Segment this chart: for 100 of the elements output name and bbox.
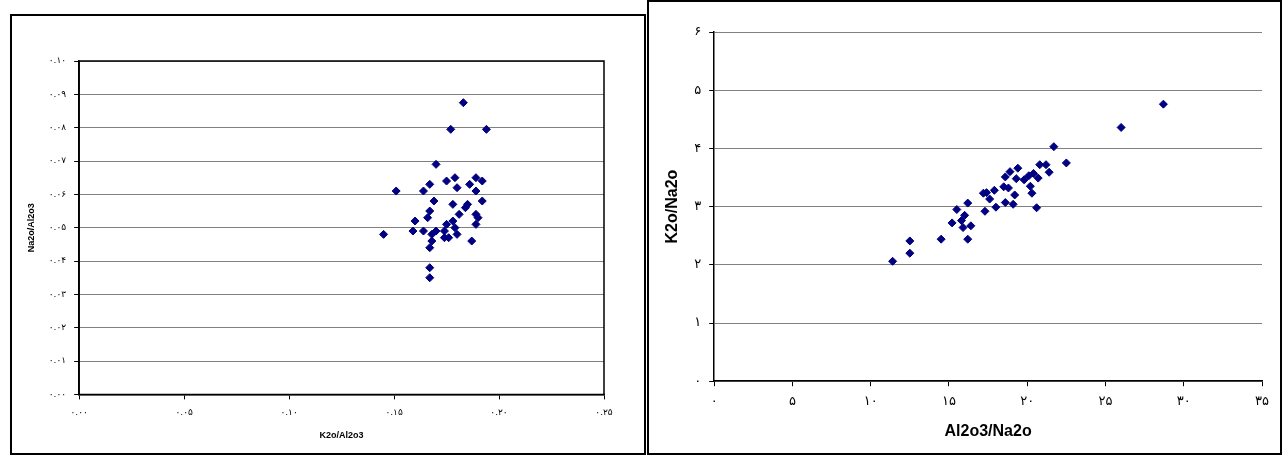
point: [439, 226, 449, 236]
x-tick-label: ۵: [788, 393, 796, 409]
point: [1027, 188, 1037, 198]
y-tick-label: ۰.۰۲: [48, 322, 67, 333]
point: [1000, 172, 1010, 182]
y-tick-label: ۰.۰۴: [48, 255, 67, 266]
x-tick-label: ۳۵: [1255, 393, 1269, 409]
x-tick-label: ۰.۰۵: [175, 407, 193, 418]
point: [448, 199, 458, 209]
x-tick-label: ۱۰: [863, 393, 878, 409]
point: [450, 223, 460, 233]
point: [888, 256, 898, 266]
point: [936, 234, 946, 244]
point: [966, 221, 976, 231]
point: [960, 210, 970, 220]
x-tick-label: ۰: [710, 393, 718, 409]
point: [425, 263, 435, 273]
point: [471, 173, 481, 183]
point: [425, 273, 435, 283]
x-tick-label: ۰.۲۰: [490, 407, 508, 418]
point: [427, 236, 437, 246]
point: [442, 176, 452, 186]
y-tick-label: ۶: [694, 23, 702, 39]
point: [905, 236, 915, 246]
point: [423, 213, 433, 223]
x-tick-label: ۰.۰۰: [70, 407, 88, 418]
point: [425, 179, 435, 189]
point: [446, 124, 456, 134]
x-tick-label: ۰.۲۵: [595, 407, 613, 418]
y-tick-label: ۰: [694, 372, 702, 388]
point: [425, 206, 435, 216]
point: [418, 226, 428, 236]
point: [1116, 122, 1126, 132]
x-tick-label: ۰.۱۰: [280, 407, 298, 418]
point: [1013, 163, 1023, 173]
point: [963, 198, 973, 208]
y-tick-label: ۰.۰۹: [48, 88, 67, 99]
x-tick-label: ۲۰: [1020, 393, 1035, 409]
point: [1044, 167, 1054, 177]
point: [1000, 198, 1010, 208]
point: [418, 186, 428, 196]
point: [379, 229, 389, 239]
point: [448, 216, 458, 226]
point: [442, 219, 452, 229]
y-tick-label: ۰.۰۵: [48, 222, 67, 233]
point: [1010, 190, 1020, 200]
point: [431, 226, 441, 236]
point: [454, 209, 464, 219]
point: [952, 205, 962, 215]
point: [905, 248, 915, 258]
point: [471, 219, 481, 229]
point: [1019, 175, 1029, 185]
point: [985, 194, 995, 204]
y-axis-title: Na2o/Al2o3: [25, 203, 36, 253]
point: [991, 202, 1001, 212]
y-tick-label: ۰.۰۸: [48, 122, 67, 133]
point: [1049, 142, 1059, 152]
y-tick-label: ۴: [694, 139, 702, 155]
point: [481, 124, 491, 134]
y-tick-label: ۱: [694, 314, 702, 330]
point: [477, 196, 487, 206]
point: [989, 185, 999, 195]
point: [1025, 181, 1035, 191]
point: [947, 218, 957, 228]
point: [452, 229, 462, 239]
y-tick-label: ۳: [694, 197, 702, 213]
point: [452, 183, 462, 193]
point: [980, 206, 990, 216]
point: [1011, 174, 1021, 184]
point: [963, 234, 973, 244]
point: [429, 196, 439, 206]
y-tick-label: ۲: [694, 256, 702, 272]
point: [956, 216, 966, 226]
point: [408, 226, 418, 236]
point: [1041, 160, 1051, 170]
point: [958, 223, 968, 233]
point: [425, 243, 435, 253]
x-axis-title: Al2o3/Na2o: [944, 421, 1032, 439]
y-tick-label: ۰.۰۱: [48, 355, 67, 366]
point: [460, 203, 470, 213]
y-axis-title: K2o/Na2o: [663, 169, 681, 244]
point: [1008, 199, 1018, 209]
y-tick-label: ۰.۰۶: [48, 188, 67, 199]
x-tick-label: ۳۰: [1176, 393, 1191, 409]
point: [431, 159, 441, 169]
point: [473, 213, 483, 223]
point: [391, 186, 401, 196]
point: [477, 176, 487, 186]
y-tick-label: ۰.۰۷: [48, 155, 67, 166]
point: [1005, 167, 1015, 177]
point: [1061, 158, 1071, 168]
y-tick-label: ۰.۰۳: [48, 288, 67, 299]
x-axis-title: K2o/Al2o3: [319, 430, 364, 441]
point: [450, 173, 460, 183]
point: [467, 236, 477, 246]
point: [1032, 203, 1042, 213]
point: [458, 98, 468, 108]
point: [1033, 173, 1043, 183]
x-tick-label: ۱۵: [941, 393, 956, 409]
x-tick-label: ۰.۱۵: [385, 407, 403, 418]
